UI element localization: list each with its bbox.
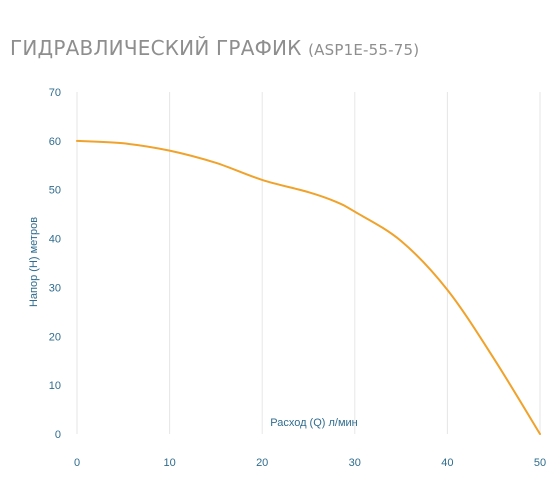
chart-title-main: ГИДРАВЛИЧЕСКИЙ ГРАФИК bbox=[10, 36, 302, 60]
tick-labels: 0 10 20 30 40 50 0 10 20 30 40 50 60 70 bbox=[49, 87, 546, 469]
y-tick-label: 0 bbox=[55, 429, 61, 441]
y-axis-label: Напор (H) метров bbox=[28, 217, 40, 307]
y-tick-label: 60 bbox=[49, 136, 61, 148]
y-tick-label: 10 bbox=[49, 380, 61, 392]
x-axis-label: Расход (Q) л/мин bbox=[270, 417, 358, 429]
grid bbox=[76, 92, 541, 434]
x-tick-label: 0 bbox=[74, 457, 80, 469]
y-tick-label: 30 bbox=[49, 282, 61, 294]
x-tick-label: 20 bbox=[256, 457, 268, 469]
x-tick-label: 30 bbox=[349, 457, 361, 469]
x-tick-label: 50 bbox=[534, 457, 546, 469]
chart-title-model: (ASP1E-55-75) bbox=[308, 41, 420, 59]
series-line bbox=[76, 139, 541, 435]
x-tick-label: 10 bbox=[163, 457, 175, 469]
y-tick-label: 20 bbox=[49, 331, 61, 343]
x-tick-label: 40 bbox=[441, 457, 453, 469]
y-tick-label: 50 bbox=[49, 185, 61, 197]
y-tick-label: 40 bbox=[49, 234, 61, 246]
chart-title: ГИДРАВЛИЧЕСКИЙ ГРАФИК (ASP1E-55-75) bbox=[10, 36, 419, 60]
y-tick-label: 70 bbox=[49, 87, 61, 99]
